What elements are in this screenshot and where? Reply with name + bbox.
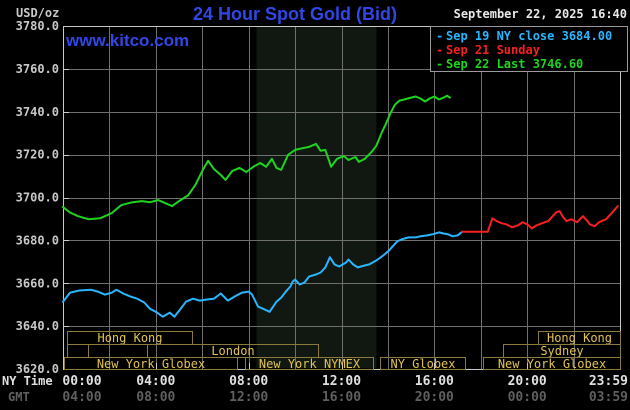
legend-dash-icon: - [436,29,444,43]
session-box [483,357,621,370]
nymex-session-band [256,27,377,368]
session-label: New York Globex [498,357,606,371]
price-line [62,94,451,221]
session-label: NY Globex [390,357,455,371]
legend: - Sep 19 NY close 3684.00 - Sep 21 Sunday … [430,26,628,72]
y-axis-label: 3660.0 [16,276,59,290]
session-label: New York NYMEX [259,357,361,371]
x-axis-label: 04:00 [62,390,101,405]
x-axis-label: 00:00 [62,374,101,389]
y-axis-label: 3740.0 [16,105,59,119]
y-axis-label: 3700.0 [16,191,59,205]
session-label: Sydney [540,344,583,358]
page-title: 24 Hour Spot Gold (Bid) [193,4,397,24]
x-axis-row-name-nytime: NY Time [2,374,53,388]
x-axis-label: 16:00 [322,390,361,405]
price-line [461,205,619,233]
session-box [245,357,374,370]
legend-item-sep22: - Sep 22 Last 3746.60 [436,57,627,71]
x-axis-label: 12:00 [229,390,268,405]
legend-label: Sep 21 Sunday [446,43,540,57]
legend-dash-icon: - [436,43,444,57]
y-axis-unit-label: USD/oz [16,6,60,20]
y-axis-label: 3720.0 [16,148,59,162]
x-axis-label: 03:59 [589,390,628,405]
legend-item-sep19: - Sep 19 NY close 3684.00 [436,29,627,43]
x-axis-label: 23:59 [589,374,628,389]
x-axis-label: 20:00 [415,390,454,405]
price-line [62,230,464,318]
x-axis-label: 20:00 [508,374,547,389]
session-box [67,344,89,358]
session-label: Hong Kong [97,331,162,345]
session-box [64,357,238,370]
session-box [88,344,148,358]
legend-label: Sep 19 NY close 3684.00 [446,29,613,43]
session-box [380,357,466,370]
x-axis-label: 16:00 [415,374,454,389]
kitco-link[interactable]: www.kitco.com [66,31,190,50]
session-label: Hong Kong [547,331,612,345]
y-axis-label: 3760.0 [16,62,59,76]
x-axis-label: 08:00 [229,374,268,389]
y-axis-label: 3680.0 [16,233,59,247]
legend-label: Sep 22 Last 3746.60 [446,57,584,71]
x-axis-row-name-gmt: GMT [8,390,30,404]
y-axis-label: 3620.0 [16,362,59,376]
x-axis-label: 04:00 [136,374,175,389]
legend-item-sep21: - Sep 21 Sunday [436,43,627,57]
legend-dash-icon: - [436,57,444,71]
y-axis-label: 3640.0 [16,319,59,333]
session-label: London [211,344,254,358]
y-axis-label: 3780.0 [16,19,59,33]
x-axis-label: 00:00 [508,390,547,405]
chart-datetime: September 22, 2025 16:40 [453,7,627,21]
session-label: New York Globex [97,357,205,371]
x-axis-label: 08:00 [136,390,175,405]
x-axis-label: 12:00 [322,374,361,389]
